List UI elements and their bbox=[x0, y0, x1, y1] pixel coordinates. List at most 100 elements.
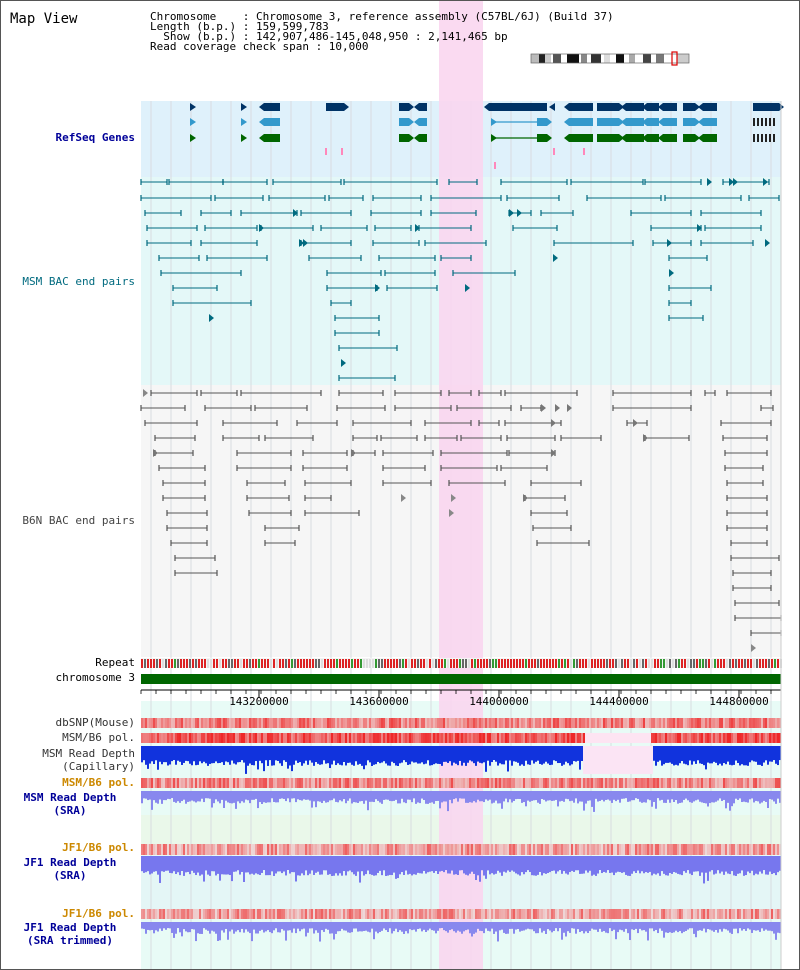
jf1-pol-cell bbox=[329, 844, 331, 855]
jf1-depth-trimmed-bar bbox=[747, 922, 749, 929]
jf1-pol-2-cell bbox=[219, 909, 221, 919]
jf1-pol-cell bbox=[437, 844, 439, 855]
jf1-depth-sra-bar bbox=[425, 856, 427, 874]
jf1-depth-trimmed-bar bbox=[361, 922, 363, 932]
msm-pol-cell bbox=[471, 733, 473, 743]
msm-depth-sra-bar bbox=[619, 791, 621, 803]
jf1-depth-sra-bar bbox=[739, 856, 741, 874]
msm-pol-cell bbox=[615, 733, 617, 743]
repeat-element bbox=[657, 659, 659, 668]
refseq-gene bbox=[597, 134, 619, 142]
msm-pol-cell bbox=[453, 733, 455, 743]
jf1-pol-cell bbox=[507, 844, 509, 855]
refseq-gene bbox=[647, 134, 659, 142]
dbsnp-cell bbox=[215, 718, 217, 728]
jf1-depth-trimmed-bar bbox=[165, 922, 167, 930]
msm-depth-capillary-bar bbox=[195, 746, 197, 766]
refseq-gene bbox=[241, 134, 247, 142]
msm-pol-sra-cell bbox=[437, 778, 439, 788]
jf1-pol-2-cell bbox=[523, 909, 525, 919]
msm-depth-sra-bar bbox=[317, 791, 319, 802]
msm-pol-sra-cell bbox=[149, 778, 151, 788]
jf1-depth-sra-bar bbox=[585, 856, 587, 871]
msm-depth-capillary-bar bbox=[233, 746, 235, 764]
dbsnp-cell bbox=[155, 718, 157, 728]
msm-depth-capillary-bar bbox=[227, 746, 229, 763]
jf1-depth-trimmed-bar bbox=[297, 922, 299, 929]
dbsnp-cell bbox=[279, 718, 281, 728]
msm-bac-end bbox=[465, 284, 470, 292]
jf1-depth-sra-bar bbox=[345, 856, 347, 876]
msm-pol-sra-cell bbox=[611, 778, 613, 788]
jf1-pol-cell bbox=[743, 844, 745, 855]
msm-depth-sra-bar bbox=[309, 791, 311, 801]
msm-bac-end bbox=[697, 224, 702, 232]
jf1-depth-trimmed-bar bbox=[419, 922, 421, 929]
jf1-depth-trimmed-bar bbox=[421, 922, 423, 932]
track-label-b6n-bac[interactable]: B6N BAC end pairs bbox=[22, 514, 135, 527]
jf1-depth-sra-bar bbox=[707, 856, 709, 881]
msm-depth-sra-bar bbox=[735, 791, 737, 799]
jf1-depth-trimmed-bar bbox=[603, 922, 605, 932]
repeat-element bbox=[444, 659, 446, 668]
msm-depth-sra-bar bbox=[447, 791, 449, 812]
msm-pol-sra-cell bbox=[405, 778, 407, 788]
msm-pol-cell bbox=[521, 733, 523, 743]
msm-depth-sra-bar bbox=[271, 791, 273, 799]
track-label-refseq[interactable]: RefSeq Genes bbox=[55, 131, 135, 144]
dbsnp-cell bbox=[245, 718, 247, 728]
jf1-depth-trimmed-bar bbox=[317, 922, 319, 933]
refseq-gene bbox=[259, 134, 264, 142]
jf1-pol-cell bbox=[559, 844, 561, 855]
jf1-pol-2-cell bbox=[775, 909, 777, 919]
msm-pol-cell bbox=[407, 733, 409, 743]
repeat-element bbox=[558, 659, 560, 668]
dbsnp-cell bbox=[475, 718, 477, 728]
jf1-pol-2-cell bbox=[397, 909, 399, 919]
jf1-pol-2-cell bbox=[437, 909, 439, 919]
msm-depth-sra-bar bbox=[657, 791, 659, 799]
dbsnp-cell bbox=[241, 718, 243, 728]
jf1-pol-2-cell bbox=[461, 909, 463, 919]
repeat-element bbox=[474, 659, 476, 668]
msm-pol-cell bbox=[467, 733, 469, 743]
dbsnp-cell bbox=[493, 718, 495, 728]
jf1-pol-2-cell bbox=[147, 909, 149, 919]
msm-pol-cell bbox=[409, 733, 411, 743]
msm-depth-sra-bar bbox=[659, 791, 661, 801]
dbsnp-cell bbox=[737, 718, 739, 728]
jf1-pol-cell bbox=[529, 844, 531, 855]
repeat-element bbox=[777, 659, 779, 668]
jf1-pol-2-cell bbox=[211, 909, 213, 919]
jf1-depth-sra-bar bbox=[657, 856, 659, 874]
msm-pol-cell bbox=[247, 733, 249, 743]
msm-bac-end bbox=[293, 209, 298, 217]
msm-pol-cell bbox=[465, 733, 467, 743]
msm-depth-sra-bar bbox=[261, 791, 263, 804]
msm-pol-sra-cell bbox=[369, 778, 371, 788]
track-label-msm-bac[interactable]: MSM BAC end pairs bbox=[22, 275, 135, 288]
jf1-pol-2-cell bbox=[363, 909, 365, 919]
msm-pol-sra-cell bbox=[153, 778, 155, 788]
dbsnp-cell bbox=[705, 718, 707, 728]
msm-pol-cell bbox=[339, 733, 341, 743]
jf1-depth-sra-bar bbox=[377, 856, 379, 873]
jf1-depth-sra-bar bbox=[723, 856, 725, 875]
jf1-depth-trimmed-bar bbox=[251, 922, 253, 942]
msm-pol-cell bbox=[271, 733, 273, 743]
jf1-pol-cell bbox=[509, 844, 511, 855]
msm-depth-sra-bar bbox=[665, 791, 667, 803]
dbsnp-cell bbox=[459, 718, 461, 728]
jf1-pol-cell bbox=[545, 844, 547, 855]
jf1-pol-cell bbox=[457, 844, 459, 855]
jf1-pol-2-cell bbox=[753, 909, 755, 919]
msm-depth-sra-bar bbox=[203, 791, 205, 803]
msm-bac-end bbox=[259, 224, 264, 232]
dbsnp-cell bbox=[449, 718, 451, 728]
msm-pol-cell bbox=[269, 733, 271, 743]
msm-depth-capillary-bar bbox=[467, 746, 469, 763]
jf1-depth-trimmed-bar bbox=[671, 922, 673, 933]
jf1-depth-trimmed-bar bbox=[169, 922, 171, 929]
msm-pol-cell bbox=[745, 733, 747, 743]
